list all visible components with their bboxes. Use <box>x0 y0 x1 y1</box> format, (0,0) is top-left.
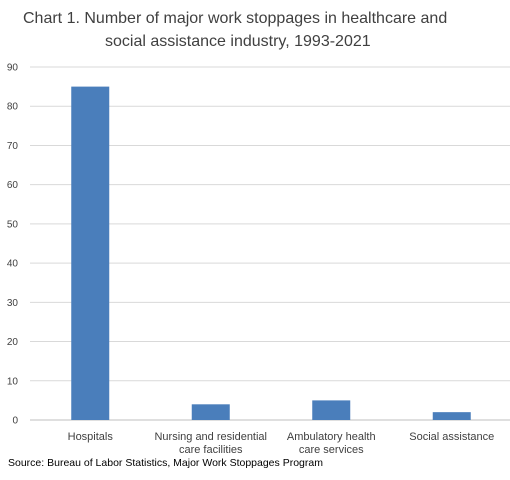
y-tick-label: 70 <box>7 141 19 152</box>
x-tick-label-line: Nursing and residential <box>154 431 267 443</box>
source-note: Source: Bureau of Labor Statistics, Majo… <box>8 457 323 469</box>
x-tick-label-line: Social assistance <box>409 431 495 443</box>
bar <box>191 404 230 420</box>
bar <box>312 400 351 420</box>
y-tick-label: 20 <box>7 337 19 348</box>
y-tick-label: 30 <box>7 298 19 309</box>
y-tick-label: 40 <box>7 259 19 270</box>
x-tick-label-line: care services <box>298 444 364 456</box>
x-tick-label: Ambulatory health care services <box>265 431 397 457</box>
x-tick-label: Social assistance <box>386 431 510 444</box>
bar <box>432 412 471 420</box>
y-tick-label: 0 <box>12 416 18 427</box>
x-tick-label-line: Hospitals <box>67 431 113 443</box>
bar <box>71 86 110 420</box>
chart-title-line-1: Chart 1. Number of major work stoppages … <box>23 10 448 27</box>
y-tick-label: 60 <box>7 180 19 191</box>
y-tick-label: 10 <box>7 376 19 387</box>
y-tick-label: 80 <box>7 102 19 113</box>
x-tick-label: Hospitals <box>24 431 156 444</box>
x-tick-label-line: care facilities <box>178 444 243 456</box>
y-tick-label: 50 <box>7 219 19 230</box>
chart-title-line-2: social assistance industry, 1993-2021 <box>105 33 371 50</box>
x-tick-label-line: Ambulatory health <box>286 431 376 443</box>
y-tick-label: 90 <box>7 63 19 74</box>
x-tick-label: Nursing and residential care facilities <box>145 431 277 457</box>
